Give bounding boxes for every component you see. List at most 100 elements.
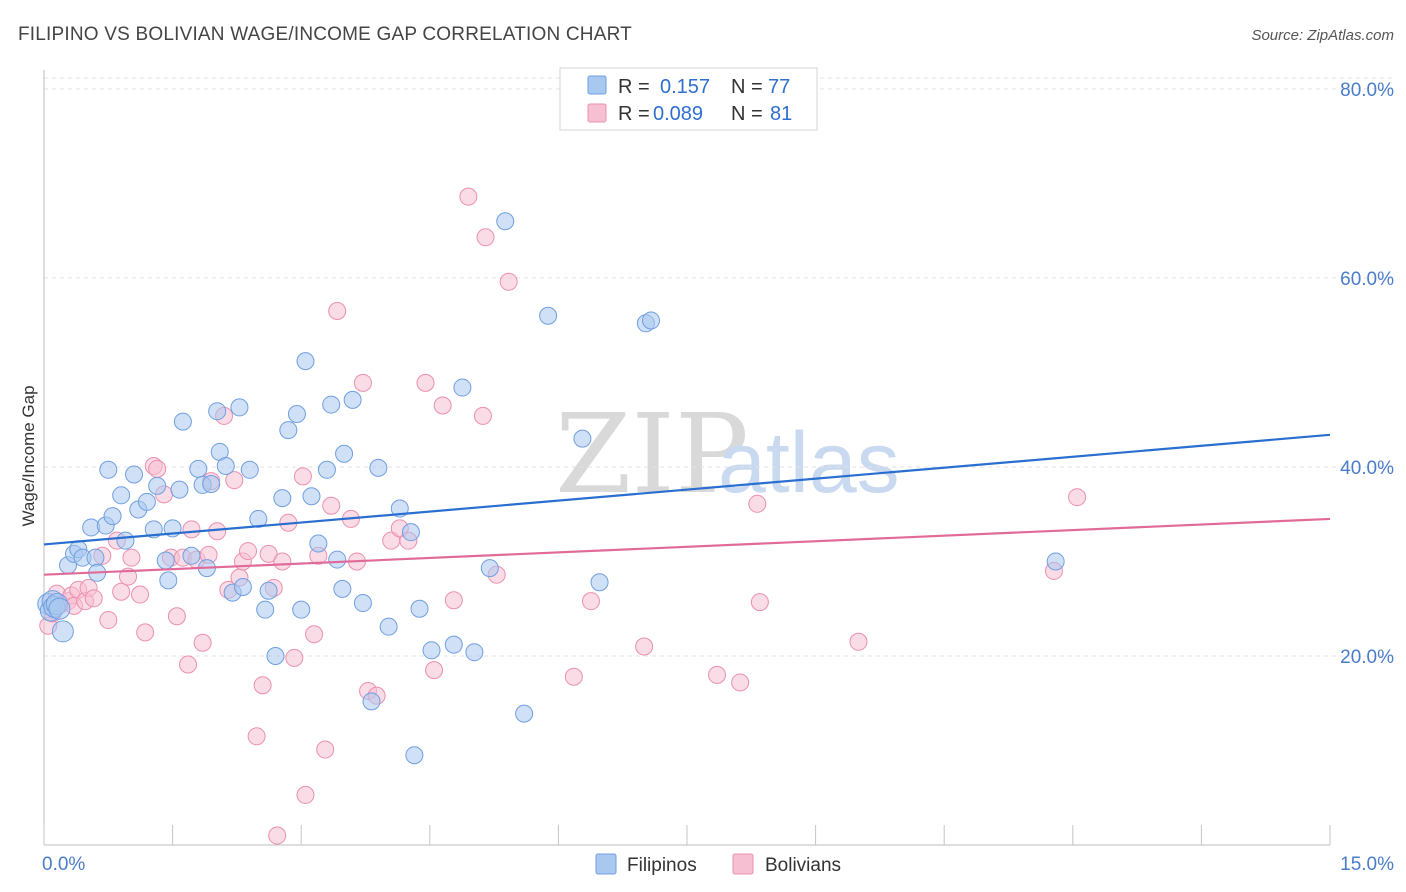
y-tick-label-0: 20.0% [1340,647,1394,668]
watermark: ZIP atlas [555,390,900,518]
bolivians-point [122,548,141,567]
bolivians-point [268,826,287,845]
bolivians-point [581,592,600,611]
bolivians-point [131,585,150,604]
chart-source: Source: ZipAtlas.com [1251,27,1394,44]
filipinos-point [173,412,192,431]
filipinos-point [369,458,388,477]
bolivians-point [473,406,492,425]
filipinos-point [103,507,122,526]
bolivians-point [1068,488,1087,507]
filipinos-point [125,465,144,484]
legend-n-value-bolivians: 81 [770,103,792,125]
series-legend-swatch-bolivians [732,853,754,875]
filipinos-point [573,429,592,448]
legend-n-label-bolivians: N = [731,103,763,125]
filipinos-point [343,390,362,409]
filipinos-point [333,579,352,598]
filipinos-point [405,746,424,765]
filipinos-point [51,620,74,643]
filipinos-point [444,635,463,654]
legend-swatch-filipinos [587,75,607,95]
filipinos-point [401,523,420,542]
filipinos-point [641,311,660,330]
filipinos-point [156,551,175,570]
bolivians-point [849,632,868,651]
filipinos-point [465,643,484,662]
bolivians-point [293,467,312,486]
filipinos-point [328,550,347,569]
series-legend: Filipinos Bolivians [595,853,841,876]
bolivians-point [750,593,769,612]
y-tick-labels: 20.0% 40.0% 60.0% 80.0% [1340,80,1394,668]
series-legend-label-bolivians: Bolivians [765,855,841,876]
legend-swatch-bolivians [587,103,607,123]
bolivians-point [296,785,315,804]
filipinos-point [86,548,105,567]
filipinos-point [112,486,131,505]
filipinos-point [515,704,534,723]
filipinos-point [362,692,381,711]
legend-r-value-bolivians: 0.089 [653,103,703,125]
filipinos-trend-line [43,433,1331,546]
filipinos-point [259,581,278,600]
axis-layer [43,70,1331,846]
filipinos-point [273,489,292,508]
filipinos-point [256,600,275,619]
bolivians-point [459,187,478,206]
bolivians-point [99,611,118,630]
y-tick-label-2: 60.0% [1340,269,1394,290]
bolivians-point [708,665,727,684]
filipinos-point [480,559,499,578]
bolivians-point [253,676,272,695]
y-tick-label-1: 40.0% [1340,458,1394,479]
filipinos-point [99,460,118,479]
filipinos-point [240,460,259,479]
bolivians-point [179,655,198,674]
bolivians-point [225,471,244,490]
legend-r-label-bolivians: R = [618,103,650,125]
filipinos-point [379,617,398,636]
filipinos-point [170,480,189,499]
filipinos-point [116,531,135,550]
filipinos-point [233,577,252,596]
x-tick-label-max: 15.0% [1340,854,1394,875]
bolivians-point [416,373,435,392]
watermark-atlas: atlas [718,415,900,511]
bolivians-point [259,544,278,563]
legend-n-label-filipinos: N = [731,76,763,98]
filipinos-point [279,421,298,440]
y-tick-label-3: 80.0% [1340,80,1394,101]
bolivians-point [273,552,292,571]
filipinos-point [144,520,163,539]
bolivians-point [285,648,304,667]
filipinos-point [48,597,71,620]
filipinos-point [230,398,249,417]
bolivians-point [353,373,372,392]
filipinos-point [159,571,178,590]
bolivians-point [193,633,212,652]
filipinos-point [1046,552,1065,571]
bolivians-point [564,667,583,686]
bolivians-point [499,272,518,291]
filipinos-point [335,444,354,463]
filipinos-point [292,600,311,619]
bolivians-point [425,661,444,680]
filipinos-point [287,405,306,424]
filipinos-point [189,459,208,478]
filipinos-point [137,492,156,511]
bolivians-point [239,542,258,561]
bolivians-point [136,623,155,642]
bolivians-point [731,673,750,692]
filipinos-points [37,212,1065,765]
filipinos-point [496,212,515,231]
filipinos-point [410,599,429,618]
filipinos-point [322,395,341,414]
filipinos-point [249,509,268,528]
bolivians-point [148,459,167,478]
legend-n-value-filipinos: 77 [768,76,790,98]
filipinos-point [422,641,441,660]
filipinos-point [182,546,201,565]
